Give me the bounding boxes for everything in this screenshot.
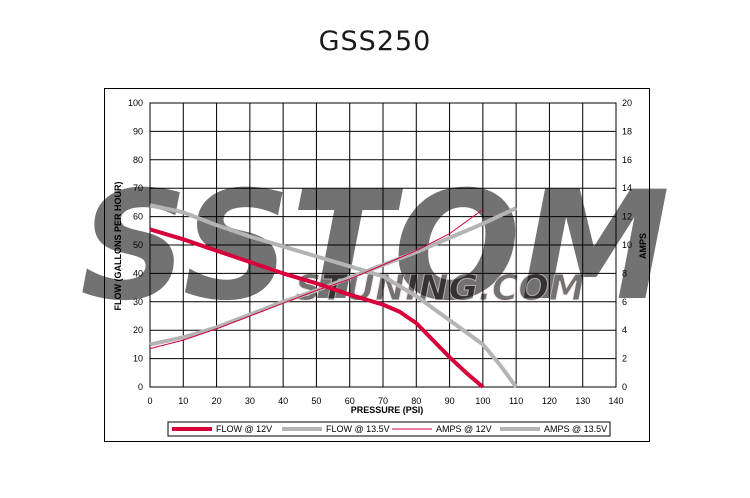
x-tick-label: 100	[475, 396, 490, 406]
y2-tick-label: 10	[622, 240, 632, 250]
y2-tick-label: 6	[622, 297, 627, 307]
legend-box	[167, 421, 611, 437]
y2-tick-label: 16	[622, 155, 632, 165]
y-axis-title: FLOW (GALLONS PER HOUR)	[113, 182, 123, 311]
legend-label: FLOW @ 12V	[216, 424, 272, 434]
watermark-site: STUNING.COM	[295, 268, 585, 309]
y-tick-label: 70	[133, 183, 143, 193]
series-line-amps-12v	[149, 209, 484, 350]
page-title: GSS250	[318, 26, 432, 57]
y2-tick-label: 4	[622, 325, 627, 335]
x-tick-label: 60	[345, 396, 355, 406]
y-tick-label: 100	[128, 98, 143, 108]
y2-tick-label: 8	[622, 268, 627, 278]
y2-tick-label: 12	[622, 212, 632, 222]
y2-axis-title: AMPS	[638, 233, 648, 259]
series-line-flow-12v	[149, 227, 485, 389]
y2-tick-label: 20	[622, 98, 632, 108]
x-tick-label: 50	[311, 396, 321, 406]
grid	[149, 102, 617, 388]
x-tick-label: 0	[147, 396, 152, 406]
x-tick-label: 10	[178, 396, 188, 406]
legend: FLOW @ 12V FLOW @ 13.5V AMPS @ 12V AMPS @ 1…	[167, 421, 611, 437]
y-tick-label: 20	[133, 325, 143, 335]
x-tick-label: 80	[411, 396, 421, 406]
series-line-amps-13-5v	[149, 206, 517, 347]
watermark: SSTOM STUNING.COM	[80, 160, 670, 334]
series-line-flow-13-5v	[149, 203, 518, 389]
y-tick-label: 50	[133, 240, 143, 250]
y2-tick-label: 2	[622, 354, 627, 364]
legend-label: FLOW @ 13.5V	[326, 424, 390, 434]
x-tick-label: 130	[575, 396, 590, 406]
x-axis-title: PRESSURE (PSI)	[351, 405, 424, 415]
y-tick-label: 0	[138, 382, 143, 392]
y-tick-label: 40	[133, 268, 143, 278]
y-tick-label: 60	[133, 212, 143, 222]
x-tick-label: 120	[542, 396, 557, 406]
x-tick-label: 140	[608, 396, 623, 406]
x-tick-label: 20	[212, 396, 222, 406]
x-tick-label: 70	[378, 396, 388, 406]
y2-tick-label: 14	[622, 183, 632, 193]
watermark-brand: SSTOM	[80, 160, 670, 334]
chart-frame	[104, 88, 650, 442]
x-tick-label: 40	[278, 396, 288, 406]
legend-label: AMPS @ 12V	[436, 424, 492, 434]
y-tick-label: 30	[133, 297, 143, 307]
x-tick-label: 110	[509, 396, 523, 406]
legend-label: AMPS @ 13.5V	[544, 424, 607, 434]
y-tick-label: 80	[133, 155, 143, 165]
tick-layer: 0 10 20 30 40 50 60 70 80 90 100 110 120 130 140010203…	[128, 98, 632, 406]
y-tick-label: 90	[133, 126, 143, 136]
y2-tick-label: 0	[622, 382, 627, 392]
series-layer	[149, 203, 518, 389]
y2-tick-label: 18	[622, 126, 632, 136]
x-tick-label: 90	[445, 396, 455, 406]
y-tick-label: 10	[133, 354, 143, 364]
x-tick-label: 30	[245, 396, 255, 406]
